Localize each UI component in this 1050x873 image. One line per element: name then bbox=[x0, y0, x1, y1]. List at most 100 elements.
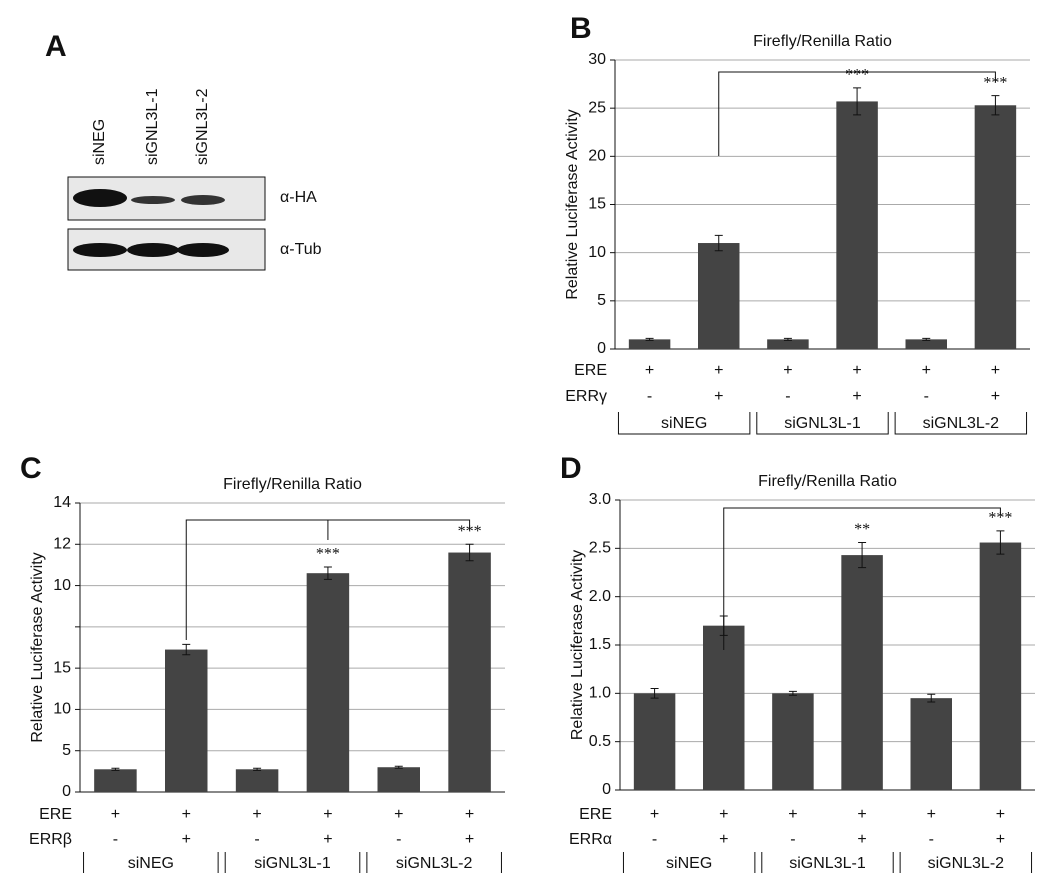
y-tick-label: 10 bbox=[588, 244, 606, 261]
y-tick-label: 2.0 bbox=[589, 588, 611, 605]
row-value: + bbox=[465, 806, 474, 823]
y-tick-label: 0 bbox=[62, 783, 71, 800]
error-bar bbox=[394, 765, 403, 769]
band bbox=[73, 189, 127, 207]
annotation: *** bbox=[988, 510, 1012, 527]
band bbox=[131, 196, 175, 204]
bar bbox=[377, 767, 420, 792]
error-bar bbox=[111, 767, 120, 771]
band bbox=[181, 195, 225, 205]
row-value: + bbox=[991, 362, 1000, 379]
bar bbox=[94, 769, 137, 792]
error-bar bbox=[927, 693, 936, 703]
row-value: - bbox=[652, 831, 657, 848]
y-tick-label: 5 bbox=[62, 742, 71, 759]
band bbox=[177, 243, 229, 257]
panel-letter: C bbox=[20, 452, 42, 485]
panel-letter: B bbox=[570, 12, 592, 45]
annotation: *** bbox=[316, 546, 340, 563]
row-value: - bbox=[929, 831, 934, 848]
y-tick-label: 3.0 bbox=[589, 491, 611, 508]
chart-title: Firefly/Renilla Ratio bbox=[223, 476, 362, 493]
error-bar bbox=[858, 542, 867, 569]
row-value: + bbox=[252, 806, 261, 823]
row-value: + bbox=[714, 362, 723, 379]
band-label: α-Tub bbox=[280, 241, 322, 258]
bar bbox=[841, 555, 883, 790]
row-value: + bbox=[323, 831, 332, 848]
error-bar bbox=[182, 643, 191, 656]
row-value: + bbox=[852, 362, 861, 379]
bar bbox=[628, 339, 671, 349]
row-label: ERE bbox=[39, 806, 72, 823]
bar bbox=[772, 693, 814, 790]
group-bracket bbox=[622, 852, 756, 873]
group-label: siGNL3L-1 bbox=[254, 855, 331, 872]
row-value: + bbox=[182, 831, 191, 848]
row-value: + bbox=[922, 362, 931, 379]
row-value: + bbox=[719, 806, 728, 823]
y-tick-label: 12 bbox=[53, 536, 71, 553]
error-bar bbox=[853, 87, 862, 116]
significance-bracket bbox=[718, 71, 996, 156]
bar bbox=[235, 769, 279, 792]
row-value: + bbox=[996, 806, 1005, 823]
y-tick-label: 20 bbox=[588, 148, 606, 165]
group-bracket bbox=[366, 852, 502, 873]
row-value: - bbox=[113, 831, 118, 848]
lane-label: siGNL3L-2 bbox=[194, 88, 211, 165]
bar bbox=[836, 101, 878, 349]
group-bracket bbox=[899, 852, 1033, 873]
bar bbox=[165, 649, 208, 792]
chart-title: Firefly/Renilla Ratio bbox=[758, 473, 897, 490]
row-label: ERRγ bbox=[565, 388, 607, 405]
bar bbox=[905, 339, 947, 349]
y-tick-label: 0 bbox=[602, 781, 611, 798]
y-axis-label: Relative Luciferase Activity bbox=[569, 550, 586, 740]
y-axis-label: Relative Luciferase Activity bbox=[29, 552, 46, 742]
bar bbox=[306, 573, 350, 792]
row-value: - bbox=[785, 388, 790, 405]
row-value: + bbox=[927, 806, 936, 823]
row-value: + bbox=[788, 806, 797, 823]
panel-letter: D bbox=[560, 452, 582, 485]
group-label: siGNL3L-1 bbox=[784, 415, 861, 432]
row-value: + bbox=[111, 806, 120, 823]
error-bar bbox=[788, 690, 797, 696]
y-tick-label: 1.5 bbox=[589, 636, 611, 653]
group-label: siNEG bbox=[128, 855, 174, 872]
y-tick-label: 10 bbox=[53, 701, 71, 718]
group-label: siGNL3L-2 bbox=[928, 855, 1005, 872]
row-value: - bbox=[647, 388, 652, 405]
error-bar bbox=[323, 566, 332, 580]
annotation: *** bbox=[983, 74, 1007, 91]
group-bracket bbox=[224, 852, 361, 873]
band bbox=[73, 243, 127, 257]
group-bracket bbox=[756, 412, 889, 435]
row-value: + bbox=[852, 388, 861, 405]
row-value: + bbox=[323, 806, 332, 823]
y-tick-label: 14 bbox=[53, 494, 71, 511]
group-label: siGNL3L-2 bbox=[396, 855, 473, 872]
row-value: + bbox=[182, 806, 191, 823]
row-value: - bbox=[254, 831, 259, 848]
row-value: + bbox=[465, 831, 474, 848]
error-bar bbox=[714, 234, 723, 252]
row-value: + bbox=[783, 362, 792, 379]
group-label: siNEG bbox=[661, 415, 707, 432]
band bbox=[127, 243, 179, 257]
row-value: - bbox=[924, 388, 929, 405]
row-label: ERRα bbox=[569, 831, 612, 848]
panel-letter: A bbox=[45, 30, 67, 63]
error-bar bbox=[645, 337, 654, 341]
error-bar bbox=[465, 543, 474, 562]
annotation: *** bbox=[458, 523, 482, 540]
row-label: ERE bbox=[574, 362, 607, 379]
y-tick-label: 1.0 bbox=[589, 685, 611, 702]
error-bar bbox=[991, 95, 1000, 116]
y-tick-label: 10 bbox=[53, 577, 71, 594]
error-bar bbox=[922, 337, 931, 341]
group-bracket bbox=[617, 412, 751, 435]
group-label: siGNL3L-2 bbox=[923, 415, 1000, 432]
bar bbox=[698, 243, 740, 349]
